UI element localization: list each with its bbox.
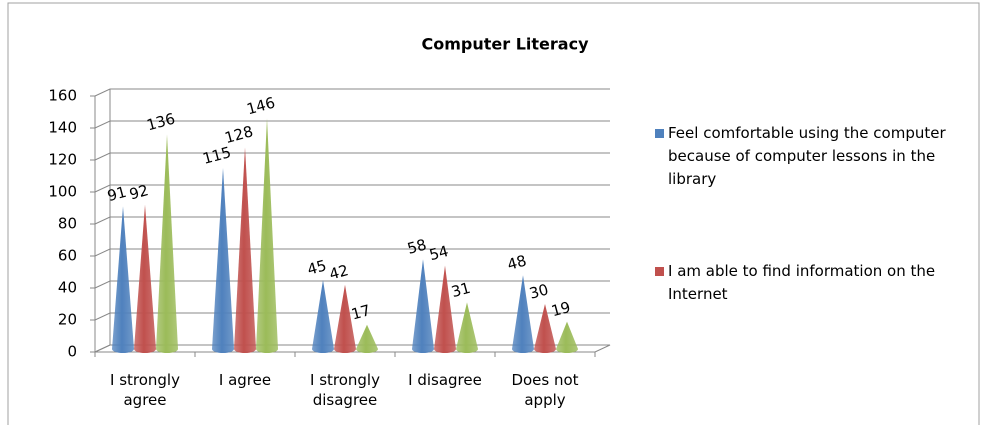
cone — [556, 321, 578, 353]
cone — [256, 118, 278, 354]
cone — [456, 302, 478, 353]
value-label: 48 — [505, 252, 528, 274]
y-tick-label: 120 — [48, 151, 77, 169]
cone — [434, 265, 456, 353]
chart-title: Computer Literacy — [422, 35, 590, 54]
x-tick-label: I strongly disagree — [310, 371, 380, 409]
value-label: 54 — [427, 242, 450, 264]
value-label: 30 — [527, 280, 550, 302]
cone — [334, 284, 356, 353]
cone — [312, 280, 334, 353]
x-tick-label: I agree — [218, 371, 272, 389]
value-label: 58 — [405, 236, 428, 258]
legend-label: Feel comfortable using the computer beca… — [668, 124, 946, 188]
y-tick-label: 140 — [48, 119, 77, 137]
y-tick-label: 20 — [58, 311, 77, 329]
value-label: 45 — [305, 256, 328, 278]
cone — [234, 147, 256, 353]
cone — [134, 204, 156, 353]
x-tick-label: I disagree — [408, 371, 482, 389]
value-label: 17 — [349, 301, 372, 323]
y-tick-label: 60 — [58, 247, 77, 265]
value-label: 31 — [449, 279, 472, 301]
y-tick-label: 160 — [48, 87, 77, 105]
value-label: 19 — [549, 298, 572, 320]
legend-label: I am able to find information on the Int… — [668, 262, 936, 303]
y-tick-label: 0 — [67, 343, 77, 361]
grid-line — [94, 152, 610, 161]
grid-line — [94, 88, 610, 97]
value-label: 91 — [105, 183, 128, 205]
frame — [7, 2, 980, 425]
cone — [212, 168, 234, 353]
cone — [412, 259, 434, 353]
y-tick-label: 100 — [48, 183, 77, 201]
grid-line — [94, 248, 610, 257]
y-tick-label: 40 — [58, 279, 77, 297]
cone — [112, 206, 134, 353]
cone — [512, 275, 534, 353]
x-tick-label: Does not apply — [511, 371, 579, 409]
cone — [534, 304, 556, 353]
legend-swatch — [655, 129, 664, 138]
value-label: 92 — [127, 181, 150, 203]
grid-line — [94, 184, 610, 193]
legend-swatch — [655, 267, 664, 276]
cone — [356, 324, 378, 353]
x-tick-label: I strongly agree — [110, 371, 180, 409]
cone — [156, 134, 178, 353]
grid-line — [94, 216, 610, 225]
grid-line — [94, 120, 610, 129]
y-tick-label: 80 — [58, 215, 77, 233]
value-label: 42 — [327, 261, 350, 283]
